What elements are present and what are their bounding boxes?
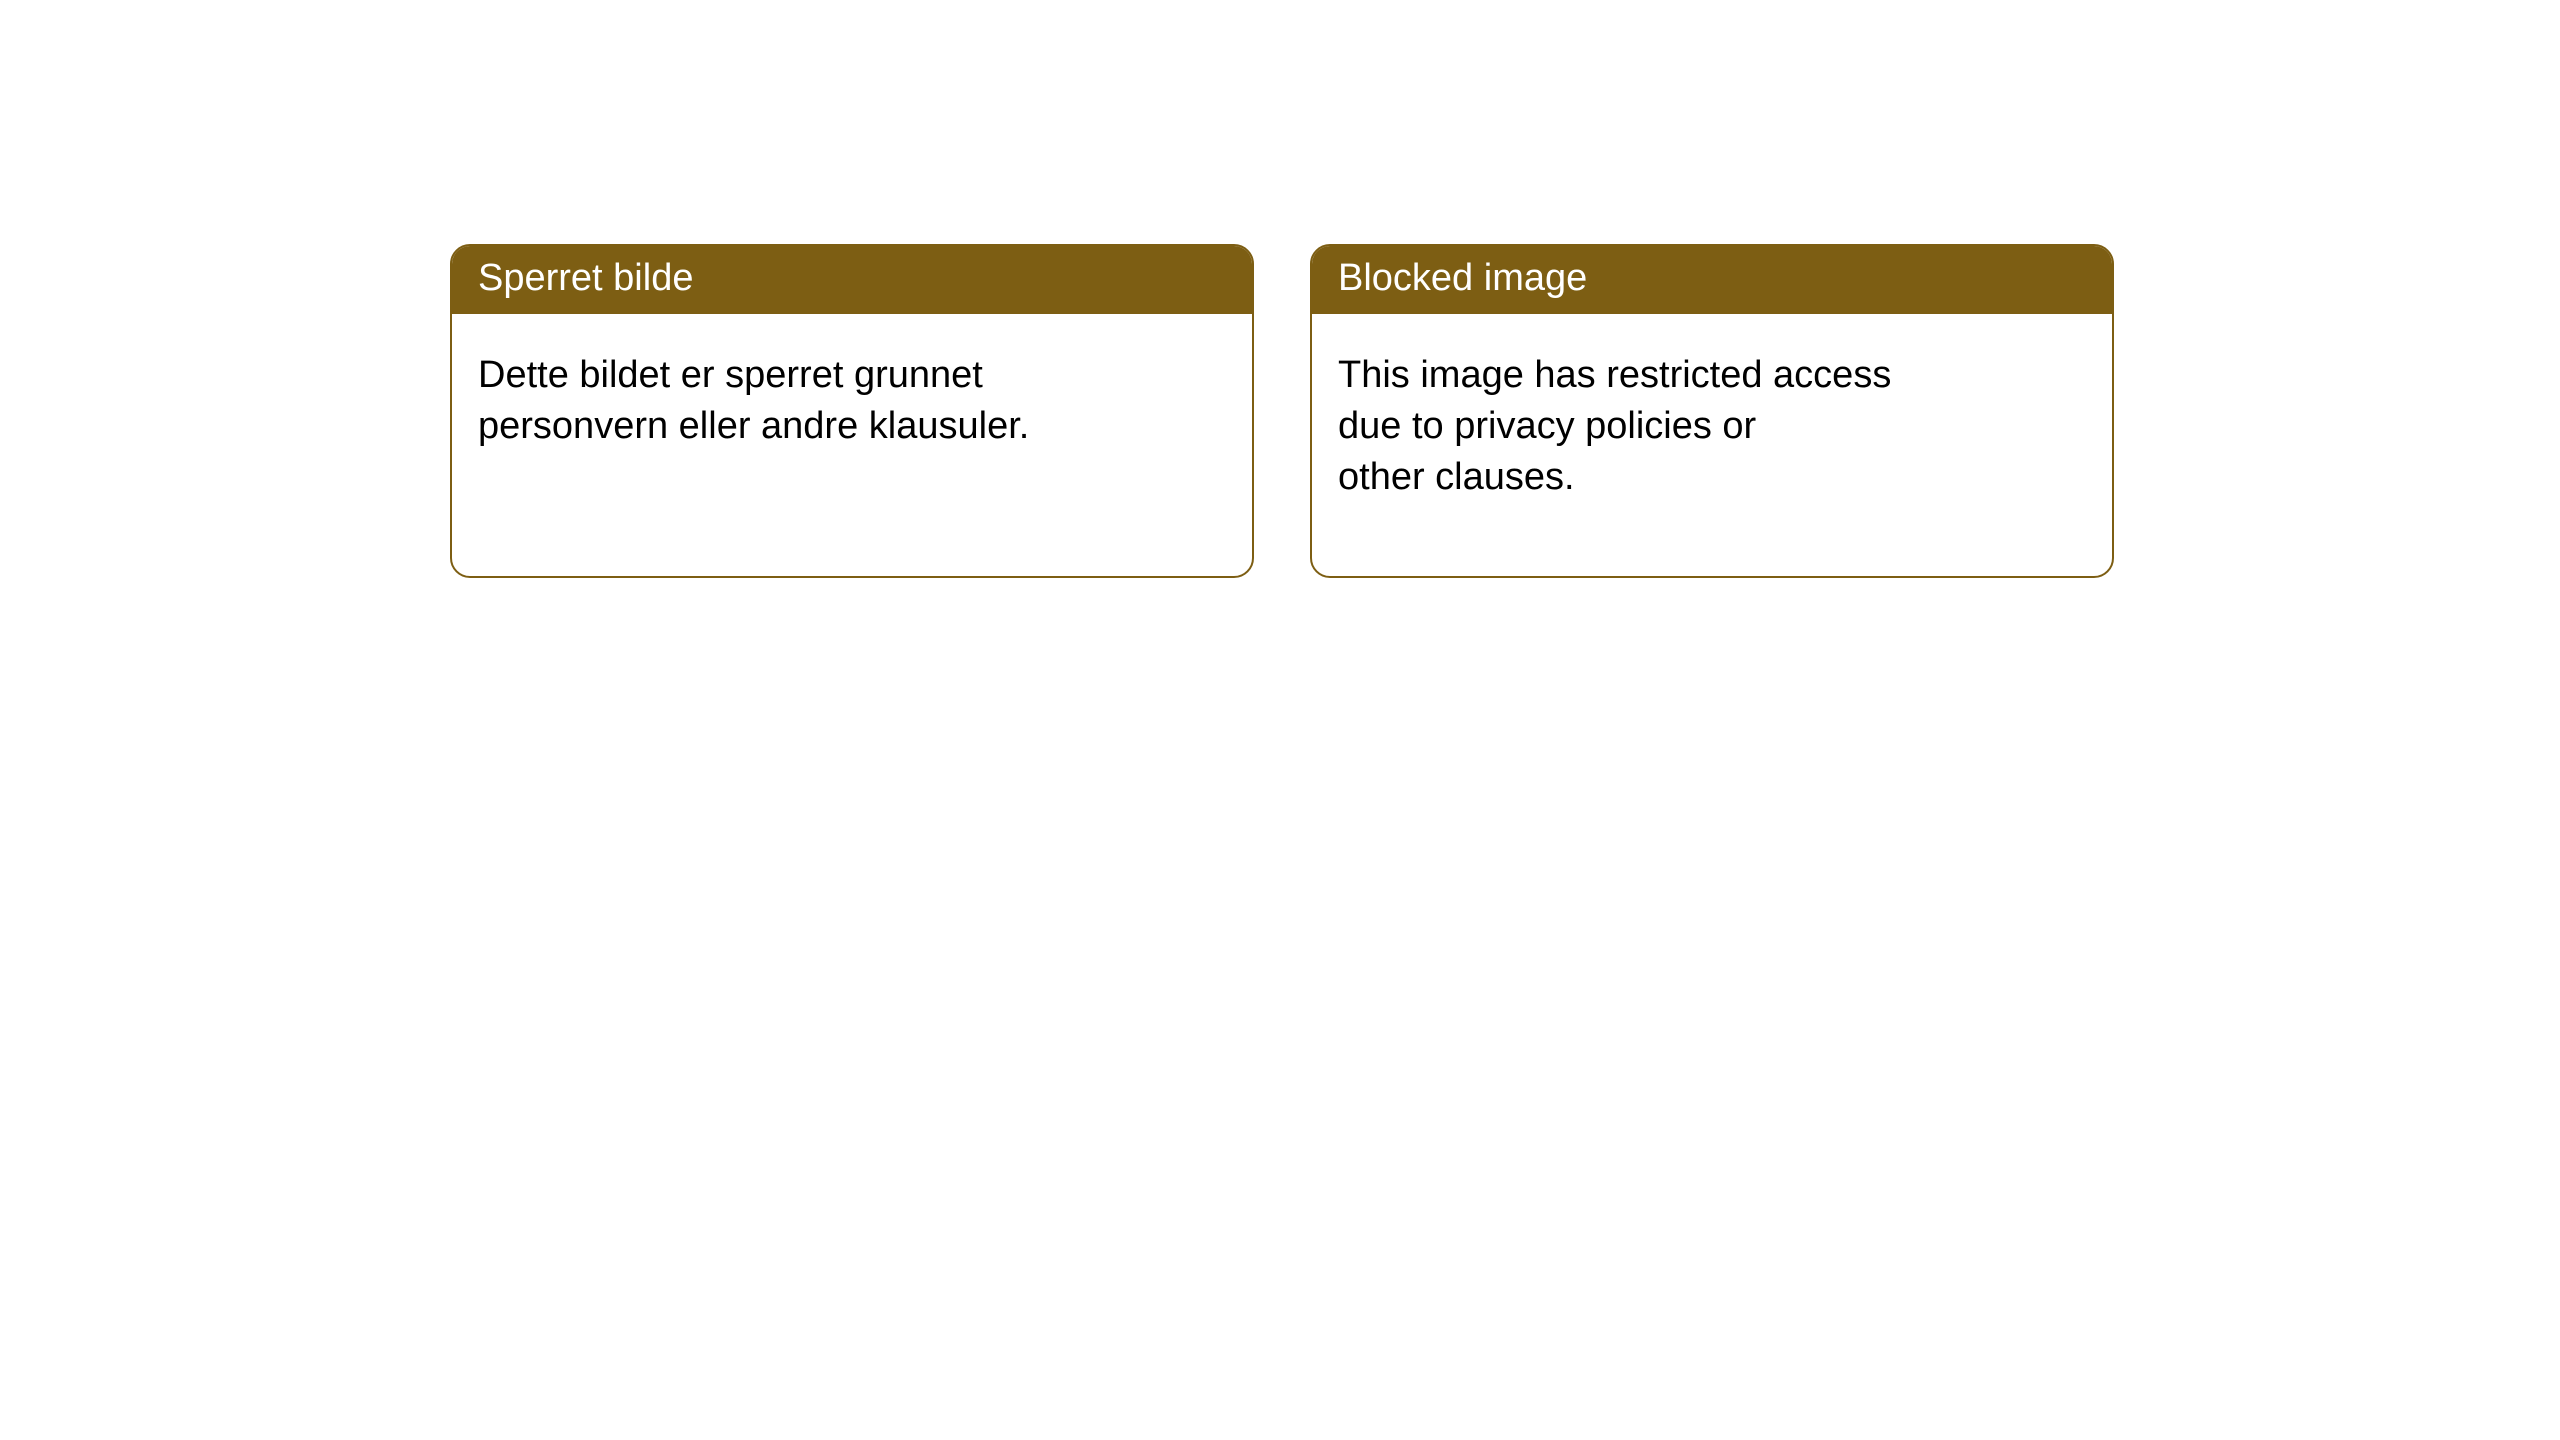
notice-title-english: Blocked image bbox=[1312, 246, 2112, 314]
notice-body-norwegian: Dette bildet er sperret grunnet personve… bbox=[452, 314, 1252, 479]
notice-body-english: This image has restricted access due to … bbox=[1312, 314, 2112, 530]
notice-container: Sperret bilde Dette bildet er sperret gr… bbox=[0, 0, 2560, 578]
notice-title-norwegian: Sperret bilde bbox=[452, 246, 1252, 314]
notice-card-norwegian: Sperret bilde Dette bildet er sperret gr… bbox=[450, 244, 1254, 578]
notice-card-english: Blocked image This image has restricted … bbox=[1310, 244, 2114, 578]
